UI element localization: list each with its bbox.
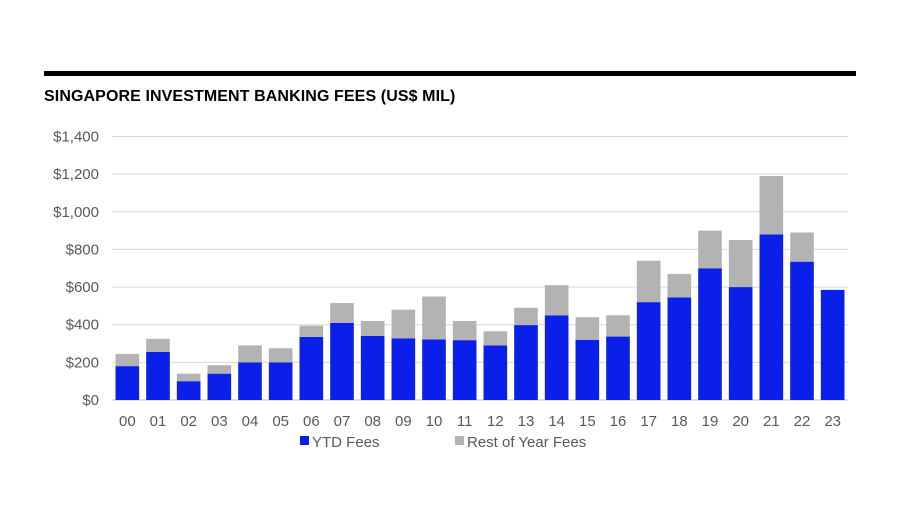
y-axis-tick-labels: $0 $200 $400 $600 $800 $1,000 $1,200 $1,400 (53, 129, 99, 410)
bar-ytd-fees (422, 339, 446, 400)
bar-ytd-fees (299, 336, 324, 400)
x-tick-label: 23 (824, 413, 841, 430)
x-tick-label: 11 (457, 413, 473, 430)
bar-rest-of-year-fees (514, 307, 538, 326)
x-tick-label: 15 (579, 413, 596, 430)
bar-rest-of-year-fees (146, 338, 170, 353)
bar-ytd-fees (483, 345, 508, 400)
x-tick-label: 19 (702, 413, 719, 430)
x-tick-label: 12 (487, 413, 504, 430)
x-tick-label: 20 (732, 413, 749, 430)
bar-rest-of-year-fees (391, 309, 416, 339)
x-tick-label: 18 (671, 413, 688, 430)
bar-ytd-fees (238, 362, 262, 400)
bar-rest-of-year-fees (698, 230, 722, 269)
bar-ytd-fees (544, 315, 569, 400)
bar-rest-of-year-fees (360, 320, 385, 337)
bar-rest-of-year-fees (575, 317, 600, 340)
y-tick-label: $200 (66, 354, 99, 371)
y-tick-label: $400 (66, 317, 99, 334)
bar-rest-of-year-fees (544, 285, 569, 316)
bar-ytd-fees (207, 373, 232, 400)
bar-ytd-fees (759, 234, 784, 400)
bar-ytd-fees (176, 381, 201, 400)
bar-rest-of-year-fees (606, 315, 630, 337)
y-tick-label: $1,400 (53, 129, 99, 146)
x-tick-label: 21 (763, 413, 780, 430)
bars (115, 176, 845, 400)
bar-ytd-fees (391, 338, 416, 400)
gridlines (112, 136, 848, 401)
legend-label-ytd: YTD Fees (312, 434, 380, 451)
bar-ytd-fees (606, 336, 630, 400)
bar-ytd-fees (728, 287, 753, 400)
x-tick-label: 13 (518, 413, 535, 430)
y-tick-label: $0 (82, 392, 99, 409)
bar-rest-of-year-fees (299, 325, 324, 337)
bar-rest-of-year-fees (268, 348, 293, 363)
y-tick-label: $1,000 (53, 204, 99, 221)
x-tick-label: 10 (426, 413, 443, 430)
x-tick-label: 16 (610, 413, 627, 430)
bar-rest-of-year-fees (636, 260, 661, 303)
legend-label-rest-of-year: Rest of Year Fees (467, 434, 586, 451)
x-tick-label: 02 (180, 413, 197, 430)
title-rule (44, 71, 856, 76)
bar-ytd-fees (575, 339, 600, 400)
bar-ytd-fees (636, 302, 661, 400)
bar-rest-of-year-fees (790, 232, 814, 262)
x-tick-label: 06 (303, 413, 320, 430)
bar-rest-of-year-fees (176, 373, 201, 382)
x-tick-label: 03 (211, 413, 228, 430)
y-tick-label: $800 (66, 241, 99, 258)
x-tick-label: 09 (395, 413, 412, 430)
bar-ytd-fees (360, 336, 385, 400)
chart-title: SINGAPORE INVESTMENT BANKING FEES (US$ M… (44, 88, 456, 105)
bar-rest-of-year-fees (452, 320, 477, 341)
bar-ytd-fees (115, 366, 140, 400)
bar-ytd-fees (667, 297, 692, 400)
bar-rest-of-year-fees (207, 365, 232, 374)
bar-rest-of-year-fees (238, 345, 262, 363)
bar-ytd-fees (452, 340, 477, 400)
bar-rest-of-year-fees (728, 240, 753, 288)
x-tick-label: 04 (242, 413, 259, 430)
bar-ytd-fees (146, 352, 170, 400)
bar-rest-of-year-fees (667, 273, 692, 298)
bar-rest-of-year-fees (422, 296, 446, 340)
legend-swatch-rest-of-year (455, 436, 464, 445)
x-tick-label: 07 (334, 413, 351, 430)
x-tick-label: 05 (272, 413, 289, 430)
x-tick-label: 17 (640, 413, 657, 430)
x-tick-label: 14 (548, 413, 565, 430)
bar-rest-of-year-fees (483, 331, 508, 346)
bar-rest-of-year-fees (330, 303, 354, 323)
bar-ytd-fees (790, 261, 814, 400)
bar-rest-of-year-fees (115, 353, 140, 367)
bar-ytd-fees (820, 289, 845, 400)
y-tick-label: $1,200 (53, 166, 99, 183)
bar-ytd-fees (698, 268, 722, 400)
bar-ytd-fees (268, 362, 293, 400)
x-tick-label: 22 (794, 413, 811, 430)
bar-ytd-fees (514, 325, 538, 400)
bar-rest-of-year-fees (759, 176, 784, 235)
x-tick-label: 00 (119, 413, 136, 430)
legend-swatch-ytd (300, 436, 309, 445)
legend: YTD Fees Rest of Year Fees (300, 434, 586, 451)
x-axis-tick-labels: 00 01 02 03 04 05 06 07 08 09 10 11 12 13 14 15 16 17 18 19… (119, 413, 841, 430)
x-tick-label: 01 (150, 413, 167, 430)
bar-ytd-fees (330, 322, 354, 400)
y-tick-label: $600 (66, 279, 99, 296)
x-tick-label: 08 (364, 413, 381, 430)
